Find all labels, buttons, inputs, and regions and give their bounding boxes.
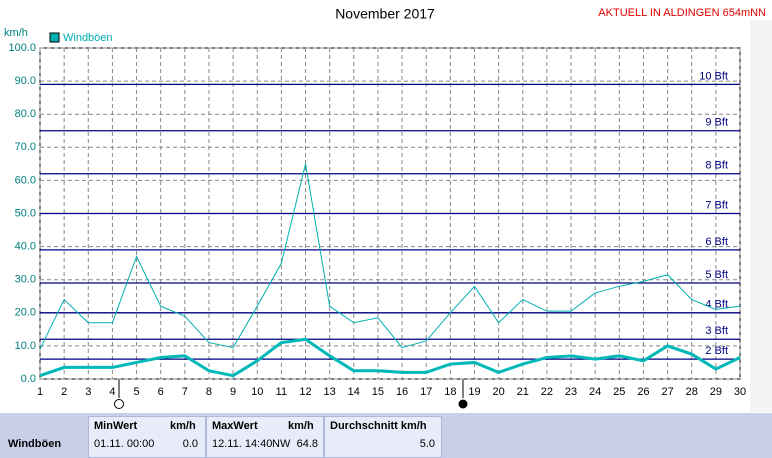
y-tick-label: 40.0	[15, 241, 36, 253]
table-cell-text: 0.0	[182, 438, 198, 450]
x-tick-label: 19	[468, 386, 480, 398]
x-tick-label: 12	[299, 386, 311, 398]
reference-label: 5 Bft	[705, 269, 728, 281]
header-note: AKTUELL IN ALDINGEN 654mNN	[598, 7, 766, 19]
reference-label: 9 Bft	[705, 117, 728, 129]
x-tick-label: 17	[420, 386, 432, 398]
x-tick-label: 26	[637, 386, 649, 398]
x-tick-label: 24	[589, 386, 601, 398]
x-tick-label: 15	[372, 386, 384, 398]
table-header: MaxWert	[212, 420, 258, 432]
full-moon-icon	[114, 399, 124, 409]
x-tick-label: 10	[251, 386, 263, 398]
x-tick-label: 6	[158, 386, 164, 398]
table-cell-text: 5.0	[419, 438, 435, 450]
reference-label: 2 Bft	[705, 345, 728, 357]
x-tick-label: 27	[661, 386, 673, 398]
x-tick-label: 16	[396, 386, 408, 398]
x-tick-label: 14	[348, 386, 360, 398]
table-row-label: Windböen	[8, 438, 62, 450]
x-tick-label: 29	[710, 386, 722, 398]
table-header: km/h	[288, 420, 314, 432]
y-tick-label: 100.0	[8, 42, 36, 54]
series-line	[39, 163, 741, 350]
y-tick-label: 80.0	[15, 108, 36, 120]
reference-label: 7 Bft	[705, 199, 728, 211]
table-cell-text: NW	[272, 438, 291, 450]
y-tick-label: 10.0	[15, 340, 36, 352]
x-tick-label: 21	[517, 386, 529, 398]
x-tick-label: 25	[613, 386, 625, 398]
table-header: Durchschnitt km/h	[330, 420, 427, 432]
legend-label: Windböen	[63, 32, 113, 44]
y-tick-label: 90.0	[15, 75, 36, 87]
x-tick-label: 9	[230, 386, 236, 398]
y-tick-label: 30.0	[15, 274, 36, 286]
x-tick-label: 4	[109, 386, 115, 398]
legend-swatch	[49, 32, 60, 43]
table-cell	[206, 416, 324, 458]
x-tick-label: 5	[133, 386, 139, 398]
x-tick-label: 18	[444, 386, 456, 398]
table-header: km/h	[170, 420, 196, 432]
table-cell-text: 64.8	[296, 438, 318, 450]
reference-label: 3 Bft	[705, 325, 728, 337]
new-moon-icon	[458, 399, 468, 409]
y-tick-label: 20.0	[15, 307, 36, 319]
x-tick-label: 13	[324, 386, 336, 398]
reference-label: 8 Bft	[705, 160, 728, 172]
x-tick-label: 20	[492, 386, 504, 398]
reference-label: 10 Bft	[699, 70, 728, 82]
table-cell-text: 01.11. 00:00	[94, 438, 155, 450]
x-tick-label: 2	[61, 386, 67, 398]
y-tick-label: 60.0	[15, 174, 36, 186]
x-tick-label: 3	[85, 386, 91, 398]
x-tick-label: 7	[182, 386, 188, 398]
x-tick-label: 28	[686, 386, 698, 398]
side-panel	[750, 20, 772, 412]
reference-label: 6 Bft	[705, 236, 728, 248]
table-cell	[324, 416, 442, 458]
chart: November 2017 AKTUELL IN ALDINGEN 654mNN…	[4, 6, 772, 412]
x-tick-label: 30	[734, 386, 746, 398]
x-tick-label: 1	[37, 386, 43, 398]
table-cell-text: 12.11. 14:40	[212, 438, 273, 450]
chart-title: November 2017	[335, 6, 435, 22]
x-tick-label: 11	[276, 386, 287, 398]
y-tick-label: 0.0	[21, 373, 36, 385]
table-header: MinWert	[94, 420, 138, 432]
x-tick-label: 8	[206, 386, 212, 398]
x-tick-label: 23	[565, 386, 577, 398]
x-tick-label: 22	[541, 386, 553, 398]
y-tick-label: 70.0	[15, 141, 36, 153]
y-tick-label: 50.0	[15, 207, 36, 219]
y-axis-label: km/h	[4, 27, 28, 39]
series-line	[39, 337, 741, 378]
